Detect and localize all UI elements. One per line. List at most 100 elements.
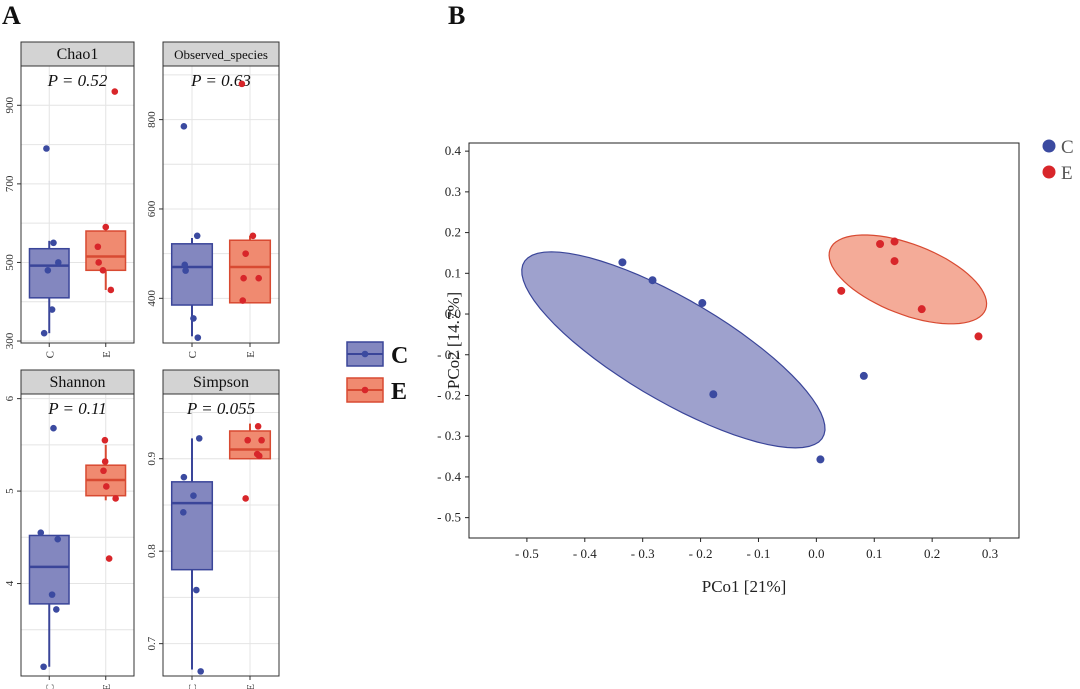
data-point-e	[105, 555, 113, 562]
box-e	[228, 239, 272, 304]
data-point-c	[197, 668, 204, 675]
data-point-e	[239, 297, 247, 304]
x-axis-label: PCo1 [21%]	[702, 577, 787, 596]
legend-label: C	[391, 343, 408, 369]
x-tick-label: - 0.4	[573, 546, 597, 561]
y-tick-label: 600	[146, 200, 158, 217]
data-point-c	[194, 334, 202, 341]
data-point-c	[54, 259, 62, 266]
legend-label: E	[1061, 163, 1073, 184]
y-tick-label: - 0.2	[437, 387, 461, 402]
confidence-ellipse-c	[521, 251, 826, 449]
data-point-c	[40, 663, 47, 671]
data-point-c	[181, 261, 189, 269]
data-point-e	[244, 436, 251, 444]
data-point-e	[100, 467, 107, 475]
y-tick-label: 900	[4, 97, 16, 114]
y-tick-label: 0.8	[146, 544, 158, 558]
y-tick-label: 6	[4, 395, 16, 401]
y-tick-label: - 0.1	[437, 347, 461, 362]
y-tick-label: 500	[4, 254, 16, 271]
data-point-c	[43, 145, 50, 152]
data-point-e	[890, 257, 899, 266]
data-point-e	[974, 332, 983, 341]
data-point-c	[816, 455, 825, 464]
data-point-c	[709, 390, 718, 399]
x-tick-label: - 0.5	[515, 546, 539, 561]
legend-item-c: C	[1042, 137, 1074, 158]
data-point-c	[180, 473, 188, 481]
data-point-c	[182, 267, 189, 274]
y-axis-label: PCo2 [14.7%]	[444, 292, 463, 389]
legend-item-c: C	[346, 341, 408, 369]
x-tick-label: 0.3	[982, 546, 998, 561]
data-point-e	[112, 495, 119, 502]
data-point-e	[107, 286, 115, 294]
x-tick-label: - 0.3	[631, 546, 655, 561]
legend-key-point	[1042, 139, 1056, 153]
data-point-e	[837, 286, 846, 295]
data-point-c	[618, 258, 627, 267]
data-point-e	[254, 423, 262, 430]
data-point-c	[193, 232, 201, 240]
legend-key-point	[361, 386, 369, 394]
legend-a: CE	[346, 341, 408, 405]
y-tick-label: 0.2	[445, 225, 461, 240]
facet-strip	[162, 41, 280, 67]
data-point-c	[50, 424, 57, 432]
plot-border	[468, 142, 1020, 539]
box-e	[228, 430, 272, 460]
panel-label-a: A	[2, 1, 21, 30]
data-point-e	[890, 237, 899, 246]
data-point-c	[195, 435, 203, 442]
data-point-c	[859, 371, 868, 380]
legend-key-point	[1042, 165, 1056, 179]
confidence-ellipse-e	[828, 234, 988, 325]
box-c	[170, 243, 214, 306]
facet-simpson: Simpson P = 0.055 0.7 0.8 0.9 C E	[146, 369, 280, 689]
y-tick-label: - 0.5	[437, 510, 461, 525]
data-point-e	[111, 88, 119, 95]
legend-item-e: E	[1042, 163, 1073, 184]
x-tick-label: 0.0	[808, 546, 824, 561]
x-tick-label: C	[187, 684, 199, 689]
y-tick-label: - 0.3	[437, 428, 461, 443]
facet-chao1: Chao1 P = 0.52 300 500 700 900 C E	[4, 41, 135, 358]
panel-b-pcoa: - 0.5 - 0.4 - 0.3 - 0.2 - 0.1 0.0 0.1 0.2 0.3 0.4…	[437, 142, 1020, 596]
facet-strip	[162, 369, 280, 395]
data-point-e	[258, 436, 265, 444]
x-tick-label: E	[245, 684, 257, 689]
data-point-c	[37, 529, 45, 536]
data-point-e	[99, 267, 107, 274]
data-point-c	[48, 591, 56, 598]
data-point-c	[48, 306, 56, 313]
y-tick-label: 0.0	[445, 306, 461, 321]
data-point-c	[648, 276, 657, 285]
x-tick-label: - 0.2	[689, 546, 713, 561]
y-tick-label: 0.3	[445, 184, 461, 199]
facet-title: Observed_species	[174, 47, 268, 62]
facet-title: Chao1	[57, 46, 99, 63]
facet-observed-species: Observed_species P = 0.63 400 600 800 C E	[146, 41, 280, 358]
data-point-e	[255, 452, 263, 460]
data-point-e	[240, 274, 247, 282]
p-value-label: P = 0.63	[190, 71, 251, 90]
p-value-label: P = 0.055	[186, 399, 255, 418]
data-point-e	[917, 305, 926, 314]
data-point-e	[876, 239, 885, 248]
box-c	[28, 534, 70, 605]
y-tick-label: 300	[4, 332, 16, 349]
facet-strip	[20, 369, 135, 395]
box-e	[85, 230, 127, 272]
y-tick-label: 0.9	[146, 451, 158, 465]
legend-key-point	[361, 350, 369, 358]
data-point-c	[698, 299, 707, 308]
x-tick-label: C	[44, 351, 56, 358]
data-point-e	[242, 495, 249, 502]
data-point-e	[242, 250, 249, 257]
x-tick-label: - 0.1	[747, 546, 771, 561]
data-point-c	[40, 329, 48, 337]
data-point-c	[54, 535, 62, 543]
p-value-label: P = 0.52	[47, 71, 108, 90]
